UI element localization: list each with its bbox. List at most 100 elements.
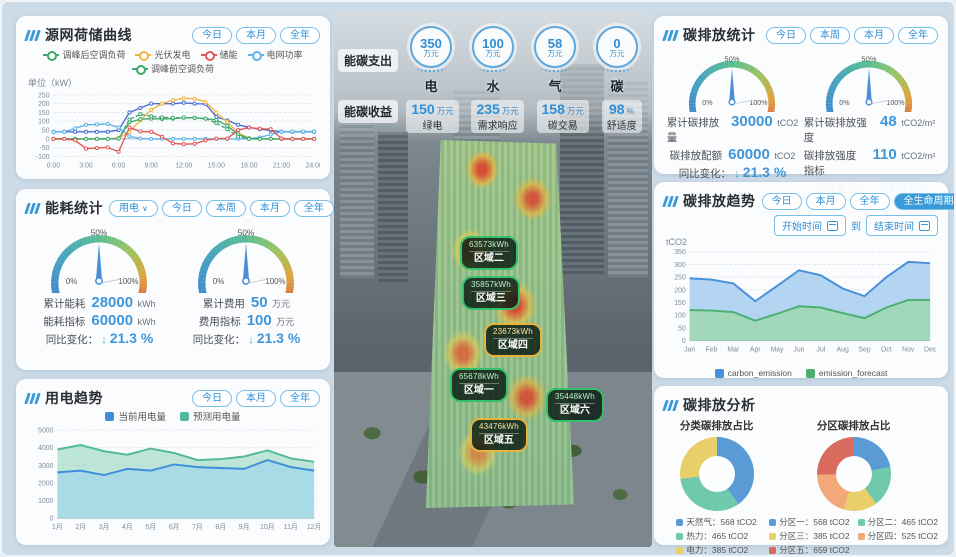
legend-label: emission_forecast — [818, 368, 888, 378]
filter-button-0[interactable]: 今日 — [766, 26, 806, 44]
chart-legend: carbon_emission emission_forecast — [664, 368, 938, 378]
income-name: 碳交易 — [547, 121, 578, 133]
filter-button-3[interactable]: 全生命周期 — [893, 192, 954, 210]
svg-text:1000: 1000 — [38, 498, 53, 505]
end-date-picker[interactable]: 结束时间 — [866, 215, 938, 236]
filter-button-2[interactable]: 本月 — [249, 199, 290, 217]
expense-badge: 100 万元水 — [464, 26, 522, 95]
gauge: 50% 0% 100% 累计能耗 28000 kWh 能耗指标 60000 kWh 同比变化：… — [29, 223, 170, 347]
filter-button-2[interactable]: 全年 — [280, 26, 320, 44]
source-grid-line-chart: -100 -50 050 100 150 200 250 0:00 3:00 6:00 9:00 12… — [36, 92, 323, 169]
svg-text:Sep: Sep — [858, 346, 870, 353]
energy-type-dropdown[interactable]: 用电 ∨ — [109, 199, 158, 217]
filter-button-1[interactable]: 本月 — [236, 389, 276, 407]
svg-text:0%: 0% — [703, 99, 714, 107]
filter-button-2[interactable]: 全年 — [280, 389, 320, 407]
zone-energy-value: 63573kWh — [469, 240, 509, 249]
zone-emission-donut — [816, 437, 891, 511]
filter-button-3[interactable]: 全年 — [293, 199, 334, 217]
svg-text:250: 250 — [38, 92, 50, 99]
gauge: 50% 0% 100% 累计费用 50 万元 费用指标 100 万元 同比变化： ↓ 21.3 % — [176, 223, 317, 347]
panel-carbon-stats: 碳排放统计 今日 本周 本月 全年 50% 0% 100% 累计碳排放量 30000 tCO2… — [654, 16, 948, 195]
zone-label: 35448kWh 区域六 — [546, 388, 604, 422]
badge-value: 58 — [547, 35, 563, 51]
svg-text:0: 0 — [46, 136, 50, 143]
start-date-picker[interactable]: 开始时间 — [774, 215, 846, 236]
stat-label: 累计碳排放强度 — [803, 117, 867, 145]
stat-label: 能耗指标 — [43, 315, 86, 328]
filter-button-2[interactable]: 本月 — [854, 26, 894, 44]
legend-label: 调峰后空调负荷 — [62, 50, 126, 60]
panel-carbon-analysis: 碳排放分析 分类碳排放占比 天然气：568 tCO2 热力：465 tCO2 电力：… — [654, 386, 948, 555]
legend-item[interactable]: carbon_emission — [714, 368, 792, 378]
filter-button-1[interactable]: 本周 — [205, 199, 246, 217]
stat-label: 碳排放配额 — [669, 150, 723, 163]
filter-button-1[interactable]: 本月 — [236, 26, 276, 44]
income-item: 98% 舒适度 — [601, 100, 642, 134]
badge-circle: 350 万元 — [410, 26, 452, 68]
legend-item[interactable]: 光伏发电 — [135, 48, 191, 61]
legend-label: 热力：465 tCO2 — [686, 531, 749, 541]
legend-item[interactable]: 预测用电量 — [180, 409, 241, 423]
zone-label: 35857kWh 区域三 — [462, 276, 520, 310]
income-unit: % — [626, 106, 635, 116]
filter-button-1[interactable]: 本周 — [810, 26, 850, 44]
legend-item[interactable]: 当前用电量 — [105, 409, 166, 423]
svg-text:0:00: 0:00 — [47, 162, 61, 169]
legend-item[interactable]: 调峰前空调负荷 — [131, 62, 214, 75]
svg-text:-100: -100 — [36, 154, 50, 161]
filter-button-0[interactable]: 今日 — [192, 26, 232, 44]
stat-label: 累计碳排放量 — [666, 117, 720, 145]
donut-subtitle: 分类碳排放占比 — [679, 420, 754, 432]
svg-text:3000: 3000 — [38, 463, 53, 470]
legend-item[interactable]: 电网功率 — [247, 48, 303, 61]
stat-label: 碳排放强度指标 — [803, 150, 857, 178]
svg-text:3:00: 3:00 — [79, 162, 93, 169]
legend-item[interactable]: emission_forecast — [805, 368, 888, 378]
income-items: 150 万元 绿电 235 万元 需求响应 158 万元 碳交易 98% 舒适度 — [400, 100, 648, 134]
legend-item[interactable]: 储能 — [200, 48, 238, 61]
stat-unit: kWh — [135, 298, 156, 309]
zone-label: 65678kWh 区域一 — [450, 368, 508, 402]
gauge-stat-row: 碳排放配额 60000 tCO2 — [667, 146, 799, 163]
panel-power-trend: 用电趋势 今日 本月 全年 当前用电量 预测用电量 0 1000 2000 3000 4000… — [16, 379, 330, 545]
stat-unit: tCO2 — [774, 118, 799, 129]
filter-button-2[interactable]: 全年 — [849, 192, 890, 210]
income-name: 需求响应 — [477, 121, 518, 133]
legend-swatch-icon — [676, 532, 684, 540]
badge-unit: 万元 — [423, 48, 439, 58]
svg-text:0: 0 — [682, 338, 686, 345]
dotted-arc-icon — [539, 64, 570, 72]
legend-swatch-icon — [676, 518, 684, 526]
dotted-arc-icon — [477, 64, 508, 72]
energy-gauges: 50% 0% 100% 累计能耗 28000 kWh 能耗指标 60000 kWh 同比变化：… — [26, 223, 320, 347]
dotted-arc-icon — [416, 64, 446, 72]
stat-value: 110 tCO2/m² — [872, 146, 936, 164]
income-unit: 万元 — [566, 106, 584, 116]
filter-button-0[interactable]: 今日 — [192, 389, 232, 407]
legend-marker-icon — [200, 50, 217, 61]
gauge-stat-row: 能耗指标 60000 kWh — [29, 312, 170, 329]
down-arrow-icon: ↓ — [248, 333, 254, 346]
panel-carbon-trend: 碳排放趋势 今日 本月 全年 全生命周期 开始时间 到 结束时间 tCO2 0 50 10… — [654, 182, 954, 378]
filter-button-3[interactable]: 全年 — [898, 26, 938, 44]
donut-legend-item: 分区四：525 tCO2 — [857, 530, 938, 542]
stat-unit: tCO2/m² — [898, 151, 936, 162]
stat-unit: 万元 — [273, 316, 295, 327]
svg-text:Oct: Oct — [881, 346, 892, 353]
legend-swatch-icon — [676, 546, 684, 554]
filter-button-0[interactable]: 今日 — [761, 192, 802, 210]
stat-value: 50 万元 — [250, 293, 291, 311]
filter-button-0[interactable]: 今日 — [161, 199, 202, 217]
yoy-row: 同比变化：↓21.3 % — [29, 330, 170, 347]
zone-energy-value: 35448kWh — [555, 392, 595, 401]
income-value: 150 万元 — [411, 101, 454, 117]
legend-item[interactable]: 调峰后空调负荷 — [43, 48, 125, 61]
svg-text:100: 100 — [674, 313, 686, 320]
filter-button-1[interactable]: 本月 — [805, 192, 846, 210]
svg-text:Mar: Mar — [727, 346, 740, 353]
svg-text:6月: 6月 — [169, 523, 180, 531]
panel-energy-stats: 能耗统计 用电 ∨ 今日 本周 本月 全年 50% 0% 100% 累计能耗 28000 kWh 能… — [16, 189, 334, 370]
end-date-placeholder: 结束时间 — [874, 222, 914, 233]
